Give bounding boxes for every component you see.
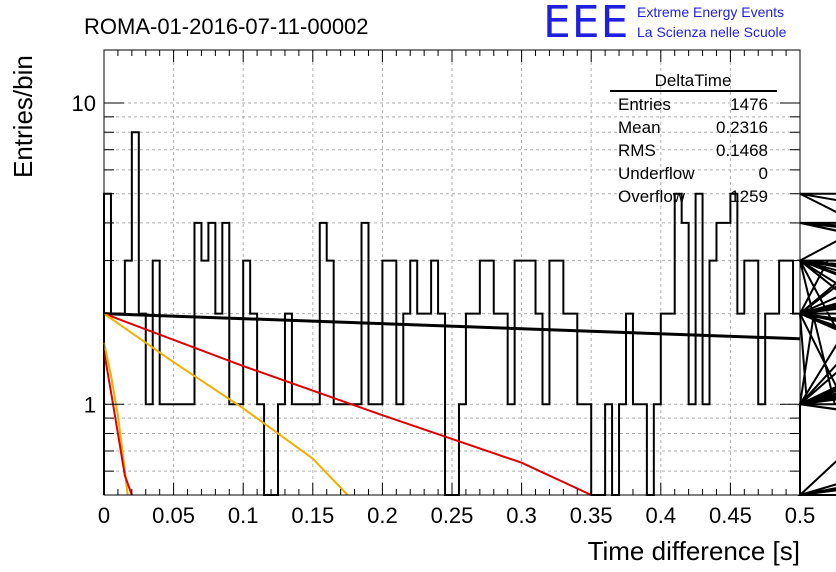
- x-tick-label: 0.2: [367, 503, 398, 528]
- logo-line-2: La Scienza nelle Scuole: [637, 24, 787, 40]
- x-axis-label: Time difference [s]: [588, 536, 800, 566]
- stats-box: DeltaTime Entries 1476 Mean 0.2316 RMS 0…: [610, 71, 777, 206]
- eee-logo: EEE: [543, 0, 630, 48]
- stats-label-entries: Entries: [618, 95, 671, 114]
- y-tick-label: 10: [72, 91, 96, 116]
- x-tick-label: 0.3: [506, 503, 537, 528]
- y-axis-ticks: 1 10: [72, 91, 800, 496]
- stats-value-underflow: 0: [759, 164, 768, 183]
- histogram-series: [103, 131, 836, 496]
- stats-value-entries: 1476: [730, 95, 768, 114]
- x-tick-label: 0.25: [431, 503, 474, 528]
- fit-curve: [103, 312, 349, 496]
- fit-curve: [103, 351, 133, 496]
- x-tick-label: 0.5: [785, 503, 816, 528]
- grid: [103, 50, 801, 496]
- y-tick-label: 1: [84, 392, 96, 417]
- x-axis-ticks: 0 0.05 0.1 0.15 0.2 0.25 0.3 0.35 0.4 0.45 0.5: [98, 50, 815, 528]
- y-axis-label: Entries/bin: [8, 55, 38, 178]
- stats-label-overflow: Overflow: [618, 187, 686, 206]
- stats-value-mean: 0.2316: [716, 118, 768, 137]
- x-tick-label: 0.35: [570, 503, 613, 528]
- stats-title: DeltaTime: [655, 71, 732, 90]
- stats-value-rms: 0.1468: [716, 141, 768, 160]
- stats-label-underflow: Underflow: [618, 164, 695, 183]
- x-tick-label: 0.05: [152, 503, 195, 528]
- fit-curve: [103, 312, 592, 496]
- stats-label-mean: Mean: [618, 118, 661, 137]
- fit-curves: [103, 312, 801, 496]
- stats-value-overflow: 1259: [730, 187, 768, 206]
- chart-title: ROMA-01-2016-07-11-00002: [84, 14, 369, 39]
- x-tick-label: 0.45: [709, 503, 752, 528]
- x-tick-label: 0.1: [228, 503, 259, 528]
- stats-label-rms: RMS: [618, 141, 656, 160]
- x-tick-label: 0: [98, 503, 110, 528]
- x-tick-label: 0.15: [291, 503, 334, 528]
- x-tick-label: 0.4: [646, 503, 677, 528]
- logo-line-1: Extreme Energy Events: [637, 4, 785, 20]
- fit-curve: [103, 312, 801, 341]
